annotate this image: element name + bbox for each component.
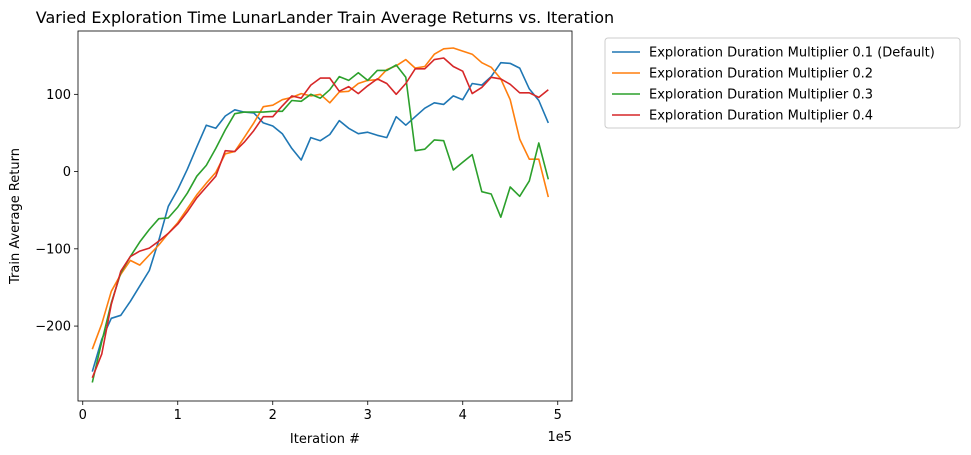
- y-tick-label: −100: [35, 242, 71, 257]
- x-axis-ticks: 0 1 2 3 4 5: [79, 401, 562, 423]
- y-tick-label: −200: [35, 320, 71, 335]
- x-tick-label: 3: [364, 408, 372, 423]
- series-lines: [91, 47, 550, 383]
- x-tick-label: 2: [269, 408, 277, 423]
- series-line-3: [91, 64, 550, 383]
- x-axis-offset-label: 1e5: [547, 430, 572, 445]
- chart-title: Varied Exploration Time LunarLander Trai…: [36, 8, 614, 27]
- x-tick-label: 0: [79, 408, 87, 423]
- x-tick-label: 1: [174, 408, 182, 423]
- series-line-2: [91, 47, 550, 350]
- legend-label-2: Exploration Duration Multiplier 0.2: [649, 67, 873, 82]
- x-tick-label: 5: [554, 408, 562, 423]
- legend-frame: [604, 37, 961, 129]
- plot-area: 0 1 2 3 4 5 −200 −100 0 100: [35, 30, 573, 423]
- y-axis-ticks: −200 −100 0 100: [35, 88, 78, 335]
- y-tick-label: 100: [46, 88, 71, 103]
- legend: Exploration Duration Multiplier 0.1 (Def…: [604, 37, 961, 129]
- legend-label-3: Exploration Duration Multiplier 0.3: [649, 88, 873, 103]
- series-line-1: [91, 61, 550, 372]
- y-axis-label: Train Average Return: [8, 148, 23, 285]
- x-axis-label: Iteration #: [290, 432, 360, 447]
- x-tick-label: 4: [459, 408, 467, 423]
- series-line-4: [91, 57, 549, 379]
- legend-label-1: Exploration Duration Multiplier 0.1 (Def…: [649, 46, 935, 61]
- y-tick-label: 0: [63, 165, 71, 180]
- legend-label-4: Exploration Duration Multiplier 0.4: [649, 109, 873, 124]
- plot-frame: [77, 30, 573, 402]
